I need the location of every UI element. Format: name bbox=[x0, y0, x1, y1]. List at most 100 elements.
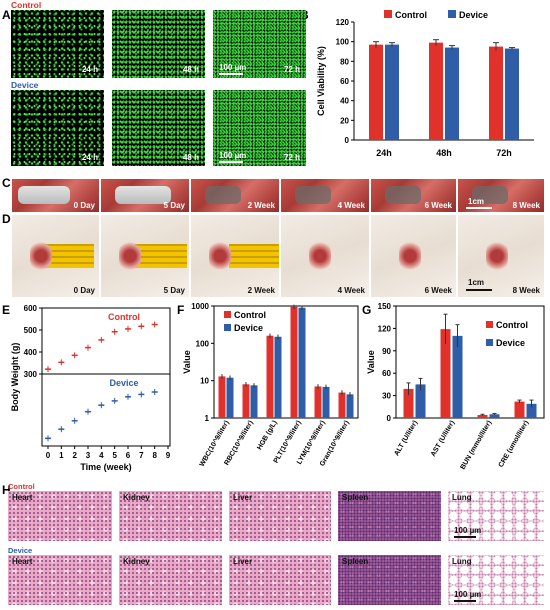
fluorescence-control-48h: 48 h bbox=[112, 10, 205, 78]
legend-swatch bbox=[448, 10, 456, 18]
y-tick-label: 1 bbox=[205, 414, 210, 423]
chart-b-cell-viability: 0 20 40 60 80 100 120 Cell Viability (%) 24h 48h 7… bbox=[316, 10, 534, 158]
time-label: 2 Week bbox=[247, 201, 275, 210]
legend-label: Device bbox=[234, 323, 263, 333]
legend-label: Device bbox=[496, 338, 525, 348]
legend-swatch bbox=[224, 324, 231, 331]
y-tick-label: 100 bbox=[336, 38, 350, 47]
y-axis-label: Cell Viability (%) bbox=[316, 46, 326, 116]
time-label: 8 Week bbox=[512, 201, 540, 210]
y-tick-label: 60 bbox=[340, 77, 349, 86]
photo-c-4: 6 Week bbox=[371, 179, 456, 212]
x-tick-label: 7 bbox=[139, 451, 144, 460]
bar-device bbox=[415, 384, 426, 418]
bar-control bbox=[369, 44, 383, 140]
x-tick-label: HGB (g/L) bbox=[256, 420, 278, 452]
electrode-strip bbox=[229, 243, 279, 269]
fluorescence-control-24h: 24 h bbox=[11, 10, 104, 78]
wound-site bbox=[119, 239, 141, 273]
bar-device bbox=[298, 307, 306, 418]
scale-bar-label: 1cm bbox=[468, 197, 485, 206]
y-tick-label: 40 bbox=[340, 97, 349, 106]
bar-device bbox=[445, 47, 459, 140]
legend-label: Control bbox=[496, 320, 528, 330]
panel-letter-d: D bbox=[2, 212, 11, 226]
scale-bar bbox=[219, 161, 243, 163]
organ-label: Heart bbox=[12, 493, 33, 502]
time-label: 4 Week bbox=[337, 286, 365, 295]
plot-frame bbox=[41, 307, 171, 447]
panel-letter-f: F bbox=[177, 303, 185, 317]
bar-control bbox=[218, 376, 226, 418]
photo-d-2: 2 Week bbox=[191, 215, 279, 297]
legend-swatch bbox=[486, 339, 493, 346]
x-tick-label: AST (U/liter) bbox=[430, 420, 456, 459]
y-tick-label: 80 bbox=[340, 57, 349, 66]
organ-label: Kidney bbox=[123, 493, 150, 502]
y-tick-label: 10 bbox=[200, 377, 209, 386]
histology-device-liver: Liver bbox=[229, 555, 331, 605]
scale-bar-label: 100 µm bbox=[454, 590, 482, 599]
time-label: 5 Day bbox=[163, 201, 185, 210]
bar-control bbox=[514, 401, 525, 418]
organ-label: Kidney bbox=[123, 557, 150, 566]
scale-bar-label: 100 µm bbox=[219, 151, 247, 160]
bar-device bbox=[526, 403, 537, 418]
time-label: 2 Week bbox=[247, 286, 275, 295]
time-label: 5 Day bbox=[163, 286, 185, 295]
time-label: 24 h bbox=[81, 153, 98, 162]
bar-device bbox=[250, 385, 258, 418]
organ-label: Lung bbox=[452, 557, 472, 566]
photo-d-4: 6 Week bbox=[371, 215, 456, 297]
bar-device bbox=[452, 335, 463, 418]
time-label: 48 h bbox=[182, 153, 199, 162]
bar-device bbox=[505, 48, 519, 140]
fluorescence-device-24h: 24 h bbox=[11, 90, 104, 166]
y-tick-label: 400 bbox=[24, 348, 38, 357]
implant-device bbox=[295, 185, 331, 204]
x-tick-label: 9 bbox=[166, 451, 171, 460]
histology-control-heart: Heart bbox=[8, 491, 112, 541]
y-axis-label: Value bbox=[182, 350, 192, 374]
bar-device bbox=[385, 44, 399, 140]
implant-device bbox=[472, 185, 508, 204]
organ-label: Lung bbox=[452, 493, 472, 502]
y-tick-label: 600 bbox=[24, 304, 38, 313]
photo-c-2: 2 Week bbox=[191, 179, 279, 212]
organ-label: Liver bbox=[233, 557, 253, 566]
bar-control bbox=[266, 335, 274, 418]
bar-control bbox=[477, 415, 488, 418]
wound-site bbox=[399, 239, 421, 273]
bar-device bbox=[274, 336, 282, 418]
histology-control-kidney: Kidney bbox=[119, 491, 222, 541]
time-label: 72 h bbox=[283, 65, 300, 74]
x-tick-label: 0 bbox=[46, 451, 51, 460]
histology-device-lung: Lung 100 µm bbox=[448, 555, 544, 605]
bar-device bbox=[226, 377, 234, 418]
y-axis-label: Value bbox=[366, 350, 376, 374]
scale-bar-label: 100 µm bbox=[454, 526, 482, 535]
panel-letter-c: C bbox=[2, 176, 11, 190]
x-tick-label: 1 bbox=[59, 451, 64, 460]
plot-frame bbox=[395, 305, 545, 419]
time-label: 4 Week bbox=[337, 201, 365, 210]
y-tick-label: 60 bbox=[382, 369, 391, 378]
implant-device bbox=[18, 185, 70, 204]
y-tick-label: 120 bbox=[336, 18, 350, 27]
bar-control bbox=[242, 384, 250, 418]
panel-letter-g: G bbox=[362, 303, 372, 317]
fluorescence-device-48h: 48 h bbox=[112, 90, 205, 166]
wound-site bbox=[309, 239, 331, 273]
x-tick-label: ALT (U/liter) bbox=[393, 420, 419, 458]
legend-swatch bbox=[486, 321, 493, 328]
panel-a-control-label: Control bbox=[11, 0, 42, 10]
x-tick-label: 24h bbox=[376, 148, 392, 158]
bar-control bbox=[338, 392, 346, 418]
scale-bar bbox=[454, 536, 476, 538]
chart-e-body-weight: 300 400 500 600 0 1 2 3 4 5 6 7 8 9 Time (week) Body We… bbox=[10, 304, 171, 472]
bar-control bbox=[489, 46, 503, 141]
legend-swatch bbox=[384, 10, 392, 18]
organ-label: Spleen bbox=[342, 493, 369, 502]
x-tick-label: 3 bbox=[86, 451, 91, 460]
x-tick-label: CRE (umol/liter) bbox=[498, 420, 531, 469]
